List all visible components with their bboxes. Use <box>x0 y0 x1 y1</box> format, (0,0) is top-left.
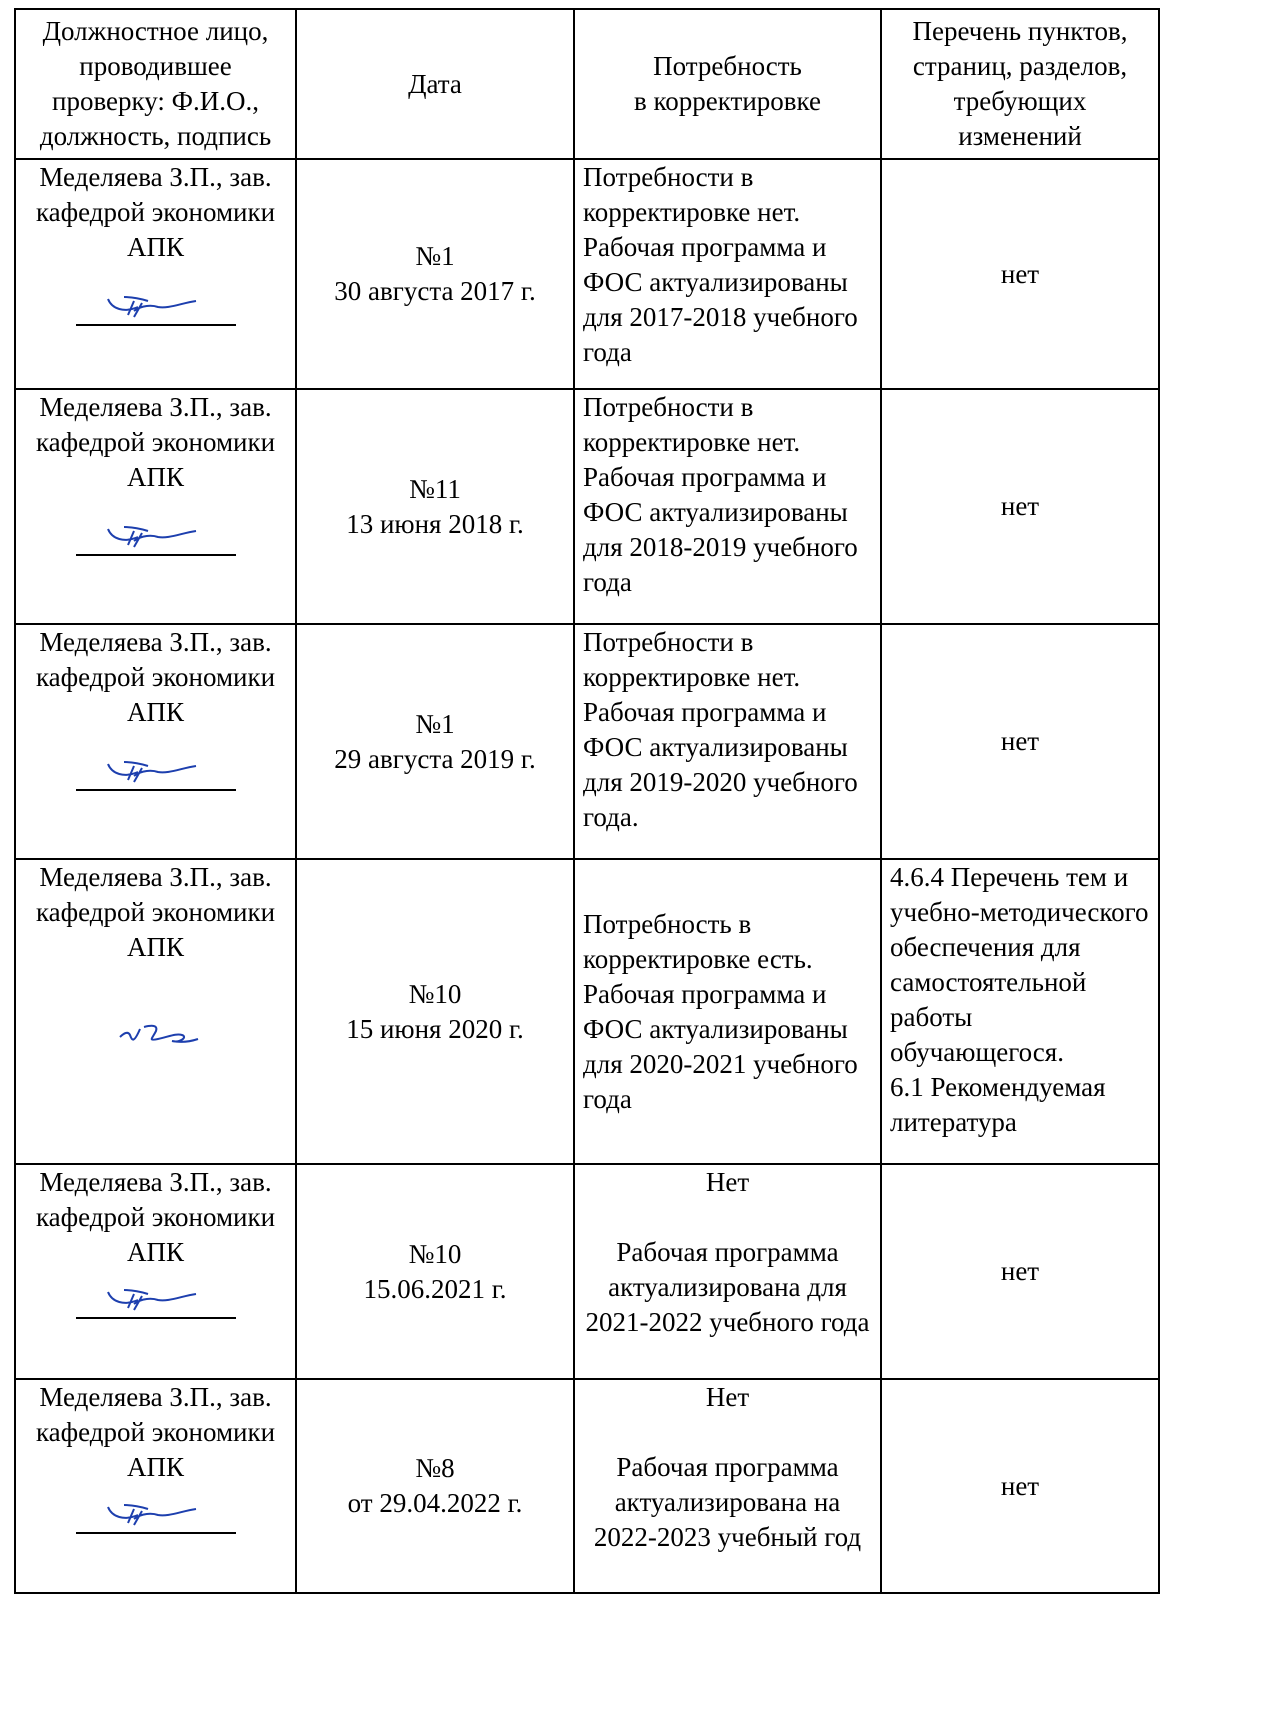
header-official: Должностное лицо, проводившее проверку: … <box>14 8 297 160</box>
header-need: Потребность в корректировке <box>573 8 882 160</box>
items-cell: нет <box>880 623 1160 860</box>
protocol-date: 15 июня 2020 г. <box>346 1013 524 1044</box>
protocol-number: №10 <box>408 978 462 1009</box>
need-short: Нет <box>705 1382 750 1412</box>
protocol-number: №11 <box>409 473 461 504</box>
date-cell: №8 от 29.04.2022 г. <box>295 1378 575 1594</box>
official-cell: Меделяева З.П., зав. кафедрой экономики … <box>14 858 297 1165</box>
date-cell: №11 13 июня 2018 г. <box>295 388 575 625</box>
official-cell: Меделяева З.П., зав. кафедрой экономики … <box>14 1378 297 1594</box>
official-cell: Меделяева З.П., зав. кафедрой экономики … <box>14 623 297 860</box>
header-row: Должностное лицо, проводившее проверку: … <box>14 8 1160 160</box>
official-cell: Меделяева З.П., зав. кафедрой экономики … <box>14 1163 297 1380</box>
table-row: Меделяева З.П., зав. кафедрой экономики … <box>14 1163 1160 1380</box>
table-row: Меделяева З.П., зав. кафедрой экономики … <box>14 388 1160 625</box>
protocol-number: №10 <box>408 1238 462 1269</box>
official-name: Меделяева З.П., зав. кафедрой экономики … <box>35 627 276 727</box>
official-name: Меделяева З.П., зав. кафедрой экономики … <box>35 1382 276 1482</box>
official-cell: Меделяева З.П., зав. кафедрой экономики … <box>14 158 297 390</box>
protocol-number: №1 <box>415 241 455 271</box>
official-cell: Меделяева З.П., зав. кафедрой экономики … <box>14 388 297 625</box>
items-cell: нет <box>880 388 1160 625</box>
items-cell: нет <box>880 158 1160 390</box>
table-row: Меделяева З.П., зав. кафедрой экономики … <box>14 623 1160 860</box>
official-name: Меделяева З.П., зав. кафедрой экономики … <box>35 862 276 962</box>
need-gap <box>583 1415 872 1450</box>
protocol-date: 15.06.2021 г. <box>363 1273 507 1304</box>
signature-icon <box>24 1495 287 1535</box>
official-name: Меделяева З.П., зав. кафедрой экономики … <box>35 162 276 262</box>
signature-icon <box>24 752 287 792</box>
need-cell: Потребность в корректировке есть. Рабоча… <box>573 858 882 1165</box>
need-short: Нет <box>705 1167 750 1197</box>
header-items: Перечень пунктов, страниц, разделов, тре… <box>880 8 1160 160</box>
need-cell: Нет Рабочая программа актуализирована на… <box>573 1378 882 1594</box>
table-row: Меделяева З.П., зав. кафедрой экономики … <box>14 1378 1160 1594</box>
signature-icon <box>24 287 287 327</box>
signature-icon <box>24 1280 287 1320</box>
protocol-number: №8 <box>415 1453 455 1483</box>
table-row: Меделяева З.П., зав. кафедрой экономики … <box>14 858 1160 1165</box>
protocol-date: 13 июня 2018 г. <box>346 508 524 539</box>
official-name: Меделяева З.П., зав. кафедрой экономики … <box>35 392 276 492</box>
date-cell: №10 15 июня 2020 г. <box>295 858 575 1165</box>
items-cell: 4.6.4 Перечень тем и учебно-методическог… <box>880 858 1160 1165</box>
items-cell: нет <box>880 1378 1160 1594</box>
need-cell: Нет Рабочая программа актуализирована дл… <box>573 1163 882 1380</box>
date-cell: №1 29 августа 2019 г. <box>295 623 575 860</box>
need-text: Рабочая программа актуализирована для 20… <box>585 1237 870 1337</box>
need-cell: Потребности в корректировке нет. Рабочая… <box>573 623 882 860</box>
date-cell: №1 30 августа 2017 г. <box>295 158 575 390</box>
protocol-date: от 29.04.2022 г. <box>347 1488 523 1518</box>
header-date: Дата <box>295 8 575 160</box>
items-cell: нет <box>880 1163 1160 1380</box>
protocol-number: №1 <box>415 708 455 739</box>
review-table: Должностное лицо, проводившее проверку: … <box>14 8 1160 1594</box>
need-gap <box>583 1200 872 1235</box>
need-text: Рабочая программа актуализирована на 202… <box>593 1452 862 1552</box>
signature-icon <box>24 517 287 557</box>
protocol-date: 29 августа 2019 г. <box>334 743 536 774</box>
need-cell: Потребности в корректировке нет. Рабочая… <box>573 388 882 625</box>
date-cell: №10 15.06.2021 г. <box>295 1163 575 1380</box>
protocol-date: 30 августа 2017 г. <box>334 276 536 306</box>
signature-icon <box>24 1013 287 1053</box>
official-name: Меделяева З.П., зав. кафедрой экономики … <box>35 1167 276 1267</box>
need-cell: Потребности в корректировке нет. Рабочая… <box>573 158 882 390</box>
table-row: Меделяева З.П., зав. кафедрой экономики … <box>14 158 1160 390</box>
